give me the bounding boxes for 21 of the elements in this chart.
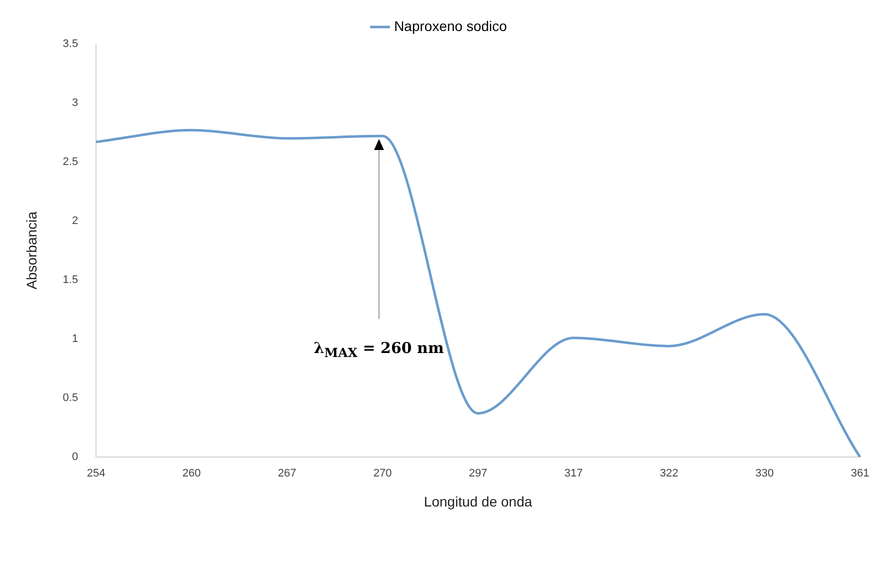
y-tick-label: 3.5	[62, 38, 78, 50]
y-axis-title: Absorbancia	[23, 211, 40, 290]
x-tick-label: 267	[278, 468, 296, 480]
y-tick-label: 1.5	[62, 274, 78, 286]
x-tick-label: 322	[660, 468, 678, 480]
y-tick-label: 2	[72, 215, 78, 228]
x-tick-label: 297	[468, 468, 488, 480]
y-tick-label: 3	[72, 97, 78, 110]
x-tick-label: 317	[564, 468, 583, 480]
x-tick-label: 361	[850, 468, 870, 480]
annotation: λ$_{MAX}$ = 260 nm	[314, 338, 444, 360]
x-tick-label: 330	[755, 468, 774, 480]
legend-label: Naproxeno sodico	[394, 18, 508, 34]
y-tick-label: 0.5	[62, 392, 78, 404]
y-tick-label: 1	[72, 333, 78, 346]
y-tick-label: 2.5	[62, 156, 78, 168]
y-tick-label: 0	[72, 451, 78, 464]
x-axis-title: Longitud de onda	[424, 493, 532, 510]
x-tick-label: 270	[373, 468, 392, 480]
x-tick-label: 254	[86, 468, 106, 480]
x-tick-label: 260	[182, 468, 201, 480]
